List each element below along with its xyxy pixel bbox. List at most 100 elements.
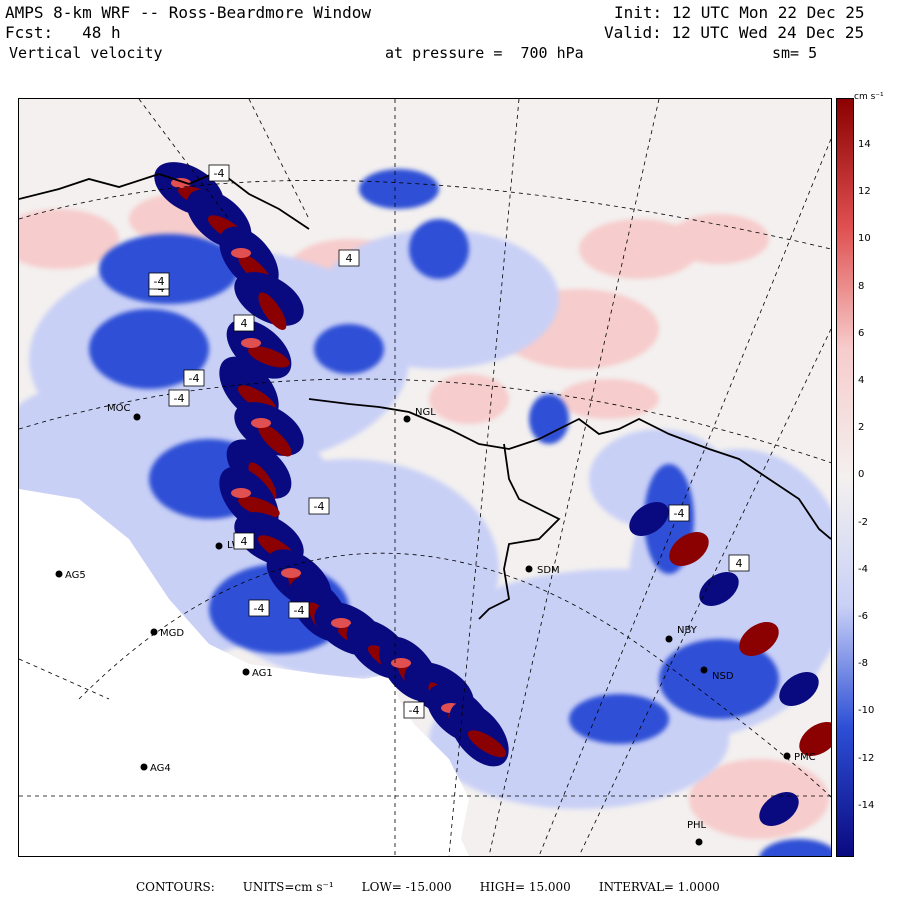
ridge-cell	[629, 501, 669, 537]
ridge-cell	[799, 721, 831, 757]
station-marker	[140, 763, 148, 771]
coastline	[19, 169, 831, 620]
contour-label-box	[668, 504, 690, 522]
map-title: AMPS 8-km WRF -- Ross-Beardmore Window	[5, 3, 372, 22]
init-value: 12 UTC Mon 22 Dec 25	[671, 3, 865, 22]
forecast-label: Fcst:	[5, 23, 54, 42]
map-canvas[interactable]: MOCNGLLWRAG5SDMMGDNBYAG1NSDAG4PHLPMC -4-…	[19, 99, 831, 856]
station-marker	[403, 415, 411, 423]
valid-value: 12 UTC Wed 24 Dec 25	[671, 23, 865, 42]
weak-up-blob	[579, 219, 699, 279]
colorbar-tick-label: -4	[858, 563, 868, 575]
weak-up-blob	[559, 379, 659, 419]
upward-cell	[258, 292, 287, 330]
station-label: AG5	[65, 570, 86, 581]
colorbar-tick-label: -10	[858, 705, 875, 717]
graticule	[19, 99, 831, 856]
upward-cell	[248, 346, 290, 368]
contour-label-box	[168, 389, 190, 407]
contour-label: 4	[241, 535, 248, 548]
station-label: NBY	[677, 625, 698, 636]
station-label: NGL	[415, 407, 436, 418]
downward-blob	[759, 839, 831, 856]
contour-label-box	[233, 314, 255, 332]
weak-up-blob	[669, 214, 769, 264]
downward-blob	[99, 234, 239, 304]
station-label: AG1	[252, 668, 273, 679]
contour-label-box	[288, 601, 310, 619]
valid-label: Valid:	[604, 23, 662, 42]
weak-up-blob	[689, 759, 829, 839]
colorbar-tick-label: -14	[858, 799, 875, 811]
field-name: Vertical velocity	[9, 44, 163, 62]
contour-label-box	[183, 369, 205, 387]
contour-label: 4	[736, 557, 743, 570]
downward-blob	[529, 394, 569, 444]
downward-blob	[569, 694, 669, 744]
smoothing-value: sm= 5	[772, 44, 818, 62]
ridge-cell	[669, 531, 709, 567]
colorbar-tick-label: -8	[858, 658, 868, 670]
weak-up-blob	[19, 209, 119, 269]
contour-units: UNITS=cm s⁻¹	[242, 880, 334, 894]
colorbar	[836, 98, 854, 857]
colorbar-units: cm s⁻¹	[854, 92, 884, 102]
colorbar-tick-label: 6	[858, 327, 865, 339]
colorbar-tick-label: 12	[858, 186, 871, 198]
upward-cell	[331, 618, 351, 628]
contour-label: -4	[314, 500, 325, 513]
contour-label: -4	[409, 704, 420, 717]
station-marker	[150, 628, 158, 636]
colorbar-tick-label: 8	[858, 280, 865, 292]
station-marker	[242, 668, 250, 676]
contour-label-box	[233, 532, 255, 550]
contour-label-box	[248, 599, 270, 617]
upward-cell	[231, 488, 251, 498]
downward-blob	[359, 169, 439, 209]
downward-blob	[89, 309, 209, 389]
contour-label-box	[728, 554, 750, 572]
colorbar-tick-label: 10	[858, 233, 871, 245]
upward-cell	[281, 568, 301, 578]
contour-low: LOW= -15.000	[361, 880, 452, 894]
colorbar-tick-label: 2	[858, 422, 865, 434]
upward-cell	[251, 418, 271, 428]
colorbar-tick-label: -2	[858, 516, 868, 528]
pressure-value: 700 hPa	[520, 44, 584, 62]
upward-cell	[391, 658, 411, 668]
contour-label: 4	[241, 317, 248, 330]
colorbar-tick-label: -6	[858, 611, 868, 622]
ridge-cell	[759, 791, 799, 827]
weak-up-blob	[429, 374, 509, 424]
map-panel[interactable]: MOCNGLLWRAG5SDMMGDNBYAG1NSDAG4PHLPMC -4-…	[18, 98, 832, 857]
station-marker	[133, 413, 141, 421]
pressure-level: at pressure = 700 hPa	[385, 44, 584, 62]
station-label: SDM	[537, 565, 560, 576]
downward-blob	[659, 639, 779, 719]
colorbar-tick-label: -12	[858, 752, 875, 764]
station-marker	[700, 666, 708, 674]
weak-down-blob	[319, 229, 559, 369]
station-marker	[525, 565, 533, 573]
colorbar-tick-label: 0	[858, 469, 865, 481]
ridge-cell	[739, 621, 779, 657]
valid-time: Valid: 12 UTC Wed 24 Dec 25	[604, 24, 864, 42]
contour-label-box	[403, 701, 425, 719]
contour-label: 4	[346, 252, 353, 265]
init-time: Init: 12 UTC Mon 22 Dec 25	[614, 4, 864, 22]
upward-cell	[258, 423, 292, 457]
forecast-value: 48 h	[82, 23, 121, 42]
ridge-cell	[779, 671, 819, 707]
station-marker	[695, 838, 703, 846]
upward-cell	[231, 248, 251, 258]
station-label: PMC	[794, 752, 816, 763]
colorbar-tick-label: 4	[858, 375, 865, 386]
contour-label: -4	[154, 275, 165, 288]
station-marker	[783, 752, 791, 760]
contours-label: CONTOURS:	[136, 880, 215, 894]
contour-label-box	[338, 249, 360, 267]
init-label: Init:	[614, 3, 663, 22]
station-marker	[215, 542, 223, 550]
contour-interval: INTERVAL= 1.0000	[598, 880, 720, 894]
downward-blob	[409, 219, 469, 279]
